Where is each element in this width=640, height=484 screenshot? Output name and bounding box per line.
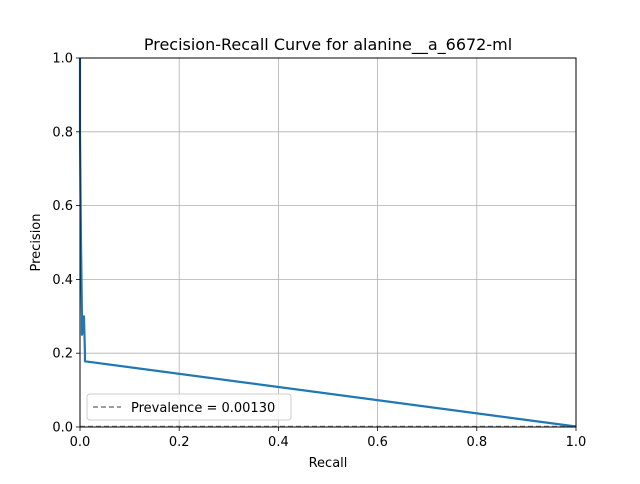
- legend: Prevalence = 0.00130: [86, 393, 292, 421]
- y-tick-label: 0.2: [52, 347, 73, 362]
- x-tick-label: 0.6: [367, 435, 388, 450]
- legend-box: [86, 393, 292, 421]
- plot-area: [80, 58, 576, 427]
- y-tick-label: 0.8: [52, 125, 73, 140]
- x-tick-label: 1.0: [566, 435, 587, 450]
- x-tick-label: 0.8: [466, 435, 487, 450]
- ticks: 0.0 0.2 0.4 0.6 0.8 1.0 0.0 0.2 0.4 0.6 0.8 1.0: [52, 52, 586, 451]
- y-tick-label: 0.4: [52, 273, 73, 288]
- y-tick-label: 0.0: [52, 421, 73, 436]
- y-tick-label: 1.0: [52, 52, 73, 67]
- legend-label-prevalence: Prevalence = 0.00130: [131, 401, 275, 416]
- y-tick-label: 0.6: [52, 199, 73, 214]
- grid: [79, 57, 577, 428]
- axes-frame: [79, 57, 577, 428]
- x-axis-label: Recall: [309, 456, 348, 471]
- precision-recall-line: [78, 58, 577, 428]
- x-tick-label: 0.4: [268, 435, 289, 450]
- x-tick-label: 0.0: [70, 435, 91, 450]
- x-tick-label: 0.2: [169, 435, 190, 450]
- chart-title: Precision-Recall Curve for alanine__a_66…: [144, 35, 512, 55]
- y-axis-label: Precision: [29, 213, 44, 271]
